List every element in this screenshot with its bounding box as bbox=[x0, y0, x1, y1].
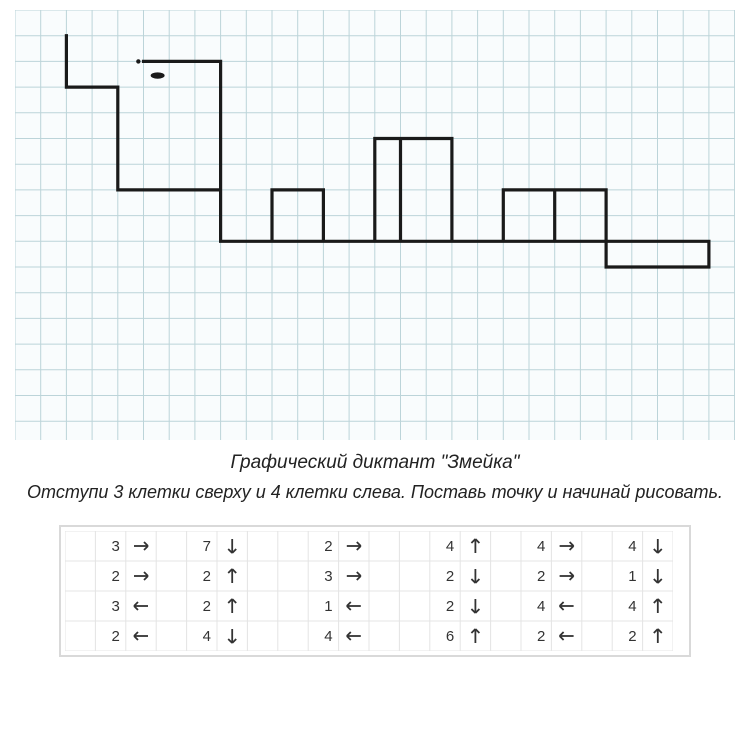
svg-text:2: 2 bbox=[324, 538, 332, 555]
svg-text:4: 4 bbox=[203, 628, 211, 645]
svg-text:2: 2 bbox=[537, 568, 545, 585]
svg-text:3: 3 bbox=[324, 568, 332, 585]
svg-text:4: 4 bbox=[628, 538, 636, 555]
svg-text:2: 2 bbox=[446, 568, 454, 585]
grid-svg bbox=[15, 10, 735, 440]
svg-text:4: 4 bbox=[537, 538, 545, 555]
svg-text:4: 4 bbox=[324, 628, 332, 645]
svg-text:2: 2 bbox=[203, 598, 211, 615]
grid-drawing-canvas bbox=[15, 10, 735, 440]
worksheet-instruction: Отступи 3 клетки сверху и 4 клетки слева… bbox=[14, 482, 736, 503]
svg-text:3: 3 bbox=[111, 538, 119, 555]
steps-table-container: 3 7 2 4 4 4 2 2 3 2 2 1 3 2 1 2 4 4 2 4 4 6 2 2 bbox=[59, 525, 691, 657]
steps-table: 3 7 2 4 4 4 2 2 3 2 2 1 3 2 1 2 4 4 2 4 4 6 2 2 bbox=[65, 531, 685, 651]
svg-text:1: 1 bbox=[628, 568, 636, 585]
svg-text:4: 4 bbox=[537, 598, 545, 615]
svg-text:7: 7 bbox=[203, 538, 211, 555]
worksheet-page: Графический диктант "Змейка" Отступи 3 к… bbox=[0, 0, 750, 750]
svg-text:2: 2 bbox=[628, 628, 636, 645]
svg-text:6: 6 bbox=[446, 628, 454, 645]
svg-text:2: 2 bbox=[203, 568, 211, 585]
svg-text:2: 2 bbox=[111, 568, 119, 585]
steps-svg: 3 7 2 4 4 4 2 2 3 2 2 1 3 2 1 2 4 4 2 4 4 6 2 2 bbox=[65, 531, 673, 651]
svg-text:4: 4 bbox=[446, 538, 454, 555]
svg-text:2: 2 bbox=[111, 628, 119, 645]
svg-text:2: 2 bbox=[537, 628, 545, 645]
worksheet-title: Графический диктант "Змейка" bbox=[14, 452, 736, 474]
svg-text:1: 1 bbox=[324, 598, 332, 615]
svg-text:3: 3 bbox=[111, 598, 119, 615]
svg-text:2: 2 bbox=[446, 598, 454, 615]
svg-text:4: 4 bbox=[628, 598, 636, 615]
